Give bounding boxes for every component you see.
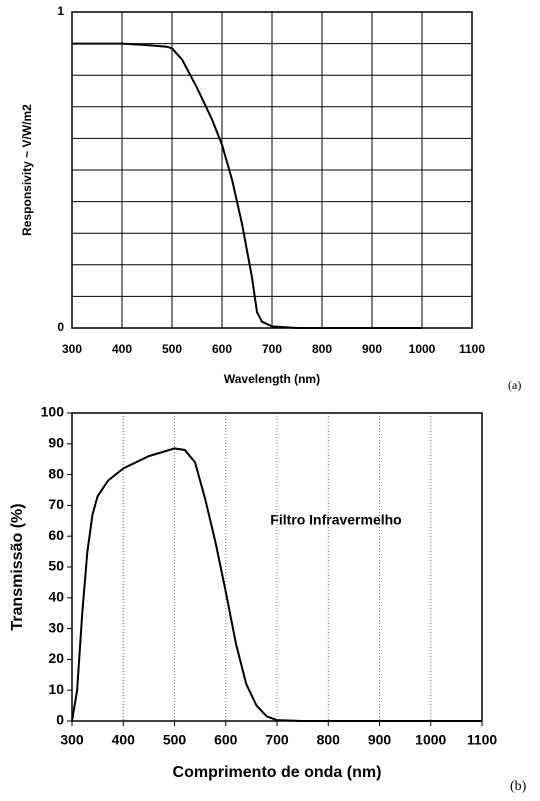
y-tick-label: 60 bbox=[48, 527, 64, 543]
chart-a: Responsivity ~ V/W/m2 Wavelength (nm) (a… bbox=[20, 4, 521, 392]
x-tick-label: 1100 bbox=[467, 732, 498, 748]
plot-frame bbox=[71, 11, 473, 329]
x-axis-label: Comprimento de onda (nm) bbox=[173, 764, 382, 781]
y-tick-label: 100 bbox=[41, 404, 65, 420]
y-tick-label: 90 bbox=[48, 435, 64, 451]
x-tick-label: 900 bbox=[368, 732, 392, 748]
y-tick-label: 50 bbox=[48, 558, 64, 574]
y-tick-label: 1 bbox=[57, 4, 64, 18]
x-tick-label: 800 bbox=[312, 342, 332, 356]
x-tick-label: 600 bbox=[212, 342, 232, 356]
x-tick-label: 400 bbox=[112, 732, 136, 748]
x-tick-label: 400 bbox=[112, 342, 132, 356]
line bbox=[71, 447, 482, 722]
x-tick-label: 700 bbox=[265, 732, 289, 748]
panel-label: (a) bbox=[508, 378, 521, 392]
y-tick-label: 20 bbox=[48, 650, 64, 666]
x-tick-label: 1000 bbox=[415, 732, 446, 748]
y-tick-label: 0 bbox=[56, 712, 64, 728]
panel-label: (b) bbox=[510, 779, 527, 794]
x-tick-label: 300 bbox=[60, 732, 84, 748]
x-tick-label: 900 bbox=[362, 342, 382, 356]
x-tick-label: 500 bbox=[162, 342, 182, 356]
annotation: Filtro Infravermelho bbox=[270, 512, 401, 528]
y-axis-label: Transmissão (%) bbox=[9, 503, 26, 630]
x-tick-label: 500 bbox=[163, 732, 187, 748]
line bbox=[72, 42, 422, 329]
y-tick-label: 40 bbox=[48, 589, 64, 605]
x-tick-label: 800 bbox=[317, 732, 341, 748]
x-axis-label: Wavelength (nm) bbox=[224, 372, 320, 386]
y-tick-label: 30 bbox=[48, 619, 64, 635]
x-tick-label: 600 bbox=[214, 732, 238, 748]
y-tick-label: 0 bbox=[57, 320, 64, 334]
y-tick-label: 80 bbox=[48, 465, 64, 481]
x-tick-label: 300 bbox=[62, 342, 82, 356]
x-tick-label: 1100 bbox=[459, 342, 485, 356]
y-axis-label: Responsivity ~ V/W/m2 bbox=[20, 104, 34, 236]
x-tick-label: 700 bbox=[262, 342, 282, 356]
y-tick-label: 70 bbox=[48, 496, 64, 512]
x-tick-label: 1000 bbox=[409, 342, 436, 356]
chart-b: Transmissão (%) Comprimento de onda (nm)… bbox=[9, 404, 526, 795]
y-tick-label: 10 bbox=[48, 681, 64, 697]
